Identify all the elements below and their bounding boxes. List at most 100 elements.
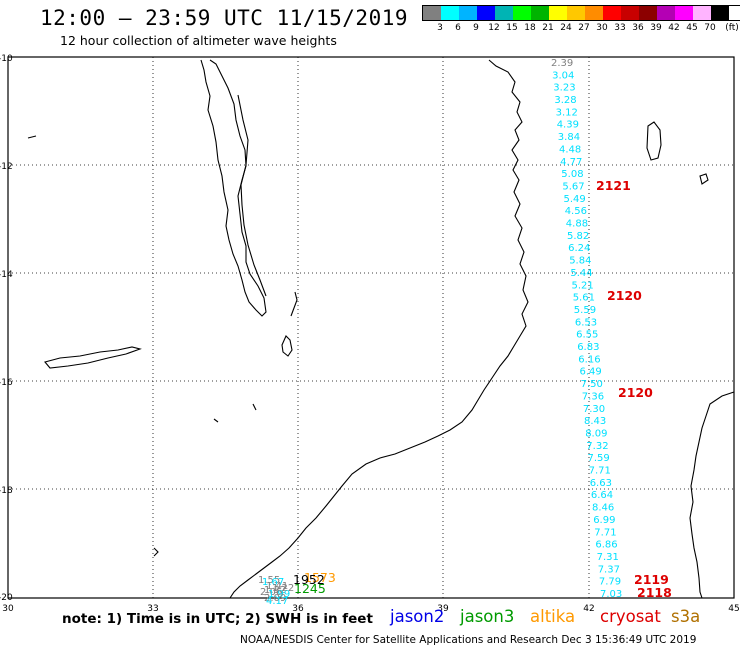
color-swatch — [567, 6, 585, 20]
track-value: 6.55 — [576, 330, 598, 341]
footnote: note: 1) Time is in UTC; 2) SWH is in fe… — [62, 611, 373, 627]
cluster-value: 2.09 — [264, 593, 286, 604]
legend-s3a: s3a — [671, 607, 701, 626]
lon-label-36: 36 — [292, 604, 304, 614]
color-swatch — [621, 6, 639, 20]
color-scale-label: 9 — [473, 23, 479, 33]
track-value: 3.84 — [558, 132, 580, 143]
cluster-value: 1.67 — [262, 577, 284, 588]
track-value: 4.39 — [557, 120, 579, 131]
color-swatch — [711, 6, 729, 20]
color-scale-label: 33 — [614, 23, 626, 33]
track-value: 5.84 — [569, 256, 591, 267]
color-swatch — [423, 6, 441, 20]
track-value: 3.23 — [553, 83, 575, 94]
track-value: 7.50 — [581, 379, 603, 390]
cluster-value: 1.55 — [258, 575, 280, 586]
pass-label: 2118 — [637, 585, 672, 600]
track-value: 5.61 — [573, 293, 595, 304]
color-scale-label: 15 — [506, 23, 518, 33]
cluster-value: 1.32 — [264, 585, 286, 596]
color-swatch — [531, 6, 549, 20]
coastline — [27, 59, 735, 599]
track-value: 5.44 — [570, 268, 592, 279]
color-scale-bar — [422, 5, 740, 21]
lat-label-20: -20 — [0, 593, 13, 603]
track-value: 2.39 — [551, 58, 573, 69]
color-scale-label: 42 — [668, 23, 680, 33]
color-scale-label: 27 — [578, 23, 590, 33]
color-scale-label: 30 — [596, 23, 608, 33]
color-swatch — [675, 6, 693, 20]
track-value: 4.77 — [560, 157, 582, 168]
cluster-value: 1.99 — [268, 589, 290, 600]
pass-label: 2120 — [607, 288, 642, 303]
lon-label-33: 33 — [147, 604, 158, 614]
track-value: 6.64 — [591, 490, 613, 501]
color-swatch — [549, 6, 567, 20]
lat-label-10: -10 — [0, 54, 13, 64]
wave-height-track: 2.393.04 3.233.283.12 4.393.844.48 4.775.08… — [551, 58, 622, 600]
track-value: 6.16 — [578, 354, 600, 365]
color-swatch — [585, 6, 603, 20]
track-value: 4.48 — [559, 144, 581, 155]
color-swatch — [603, 6, 621, 20]
track-value: 3.28 — [554, 95, 576, 106]
track-value: 5.08 — [561, 169, 583, 180]
color-scale-label: 3 — [437, 23, 443, 33]
lat-label-12: -12 — [0, 162, 13, 172]
cluster-value: 1245 — [294, 581, 326, 596]
cluster-value: 2.06 — [260, 587, 282, 598]
legend-cryosat: cryosat — [600, 607, 661, 626]
track-value: 7.79 — [599, 577, 621, 588]
color-swatch — [477, 6, 495, 20]
track-value: 8.09 — [585, 429, 607, 440]
lon-label-30: 30 — [2, 604, 14, 614]
lat-label-14: -14 — [0, 270, 13, 280]
color-swatch — [693, 6, 711, 20]
track-value: 7.30 — [583, 404, 605, 415]
color-scale-label: 6 — [455, 23, 461, 33]
color-scale-label: 21 — [542, 23, 554, 33]
track-value: 5.59 — [574, 305, 596, 316]
credit-line: NOAA/NESDIS Center for Satellite Applica… — [240, 634, 697, 646]
track-value: 7.71 — [594, 527, 616, 538]
pass-label: 2119 — [634, 572, 669, 587]
legend-jason2: jason2 — [390, 607, 445, 626]
track-value: 7.31 — [597, 552, 619, 563]
axis-labels: -10 -12 -14 -16 -18 -20 30 33 36 39 42 4… — [0, 54, 740, 614]
cluster-value: 1573 — [304, 570, 336, 585]
legend-jason3: jason3 — [460, 607, 515, 626]
color-scale-label: (ft) — [725, 23, 739, 33]
track-value: 6.49 — [580, 367, 602, 378]
pass-label: 2121 — [596, 178, 631, 193]
track-value: 6.99 — [593, 515, 615, 526]
track-value: 7.71 — [589, 466, 611, 477]
lat-label-18: -18 — [0, 486, 13, 496]
color-scale-label: 39 — [650, 23, 662, 33]
track-value: 6.83 — [577, 342, 599, 353]
color-scale-label: 70 — [704, 23, 716, 33]
chart-subtitle: 12 hour collection of altimeter wave hei… — [60, 33, 337, 48]
color-scale: 3 6 9 12 15 18 21 24 27 30 33 36 39 42 45 70 (ft) — [422, 5, 740, 35]
color-scale-label: 24 — [560, 23, 572, 33]
cluster-value: 1.22 — [272, 583, 294, 594]
color-scale-label: 45 — [686, 23, 698, 33]
graticule — [8, 57, 734, 598]
cluster-value: 4.17 — [266, 596, 288, 607]
color-scale-label: 12 — [488, 23, 500, 33]
color-swatch — [513, 6, 531, 20]
color-scale-labels: 3 6 9 12 15 18 21 24 27 30 33 36 39 42 45 70 (ft) — [422, 21, 740, 35]
color-swatch — [657, 6, 675, 20]
track-value: 6.24 — [568, 243, 590, 254]
track-value: 8.43 — [584, 416, 606, 427]
track-value: 7.03 — [600, 589, 622, 600]
track-value: 6.53 — [575, 317, 597, 328]
legend-altika: altika — [530, 607, 576, 626]
cluster-value: 1952 — [293, 572, 325, 587]
color-swatch — [441, 6, 459, 20]
track-value: 4.88 — [566, 219, 588, 230]
map-frame — [7, 56, 735, 599]
color-swatch — [459, 6, 477, 20]
track-value: 7.37 — [598, 564, 620, 575]
